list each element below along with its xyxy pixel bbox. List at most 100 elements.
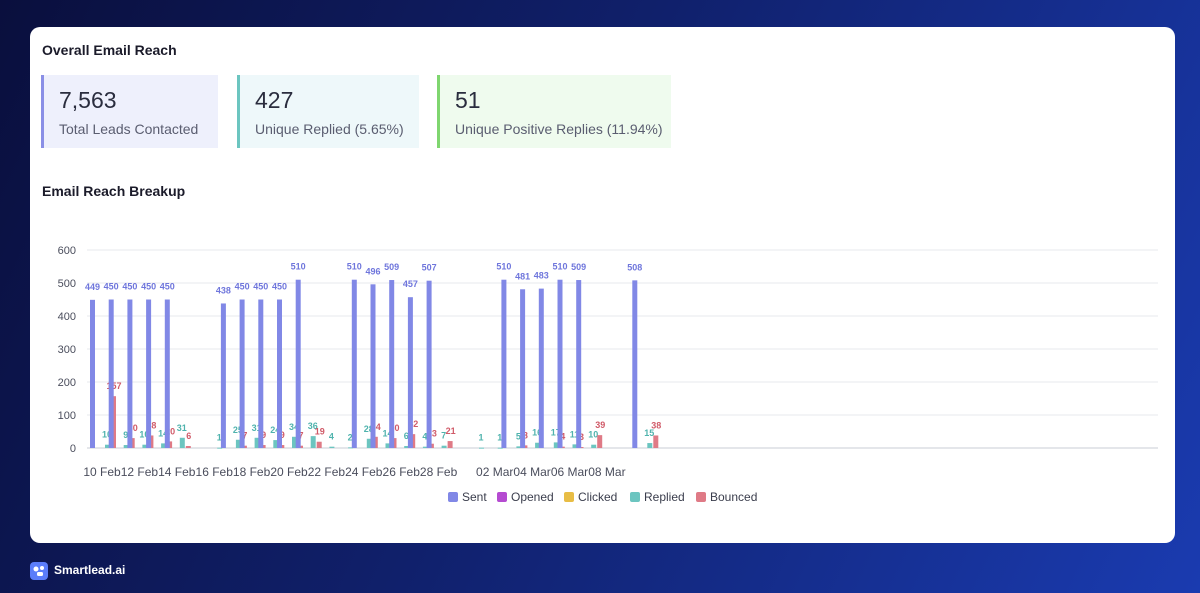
bar-sent <box>426 280 432 448</box>
bar-sent <box>557 279 563 448</box>
stat-value: 427 <box>255 87 294 113</box>
data-label-sent: 510 <box>291 262 306 272</box>
email-reach-card: Overall Email Reach 7,563 Total Leads Co… <box>30 27 1175 543</box>
data-label-replied: 36 <box>308 421 318 431</box>
data-label-bounced: 34 <box>371 422 381 432</box>
data-label-sent: 496 <box>365 266 380 276</box>
bar-replied <box>254 437 260 448</box>
bar-replied <box>479 447 484 449</box>
y-tick-label: 200 <box>58 377 76 389</box>
bar-replied <box>179 437 185 448</box>
data-label-replied: 31 <box>177 423 187 433</box>
bar-replied <box>292 436 297 448</box>
data-label-replied: 6 <box>404 431 409 441</box>
data-label-bounced: 42 <box>408 419 418 429</box>
smartlead-logo-icon <box>30 562 48 580</box>
data-label-sent: 450 <box>272 282 287 292</box>
data-label-replied: 14 <box>158 428 168 438</box>
data-label-bounced: 6 <box>186 431 191 441</box>
data-label-bounced: 19 <box>315 427 325 437</box>
bar-sent <box>164 299 170 448</box>
bar-sent <box>576 280 582 448</box>
x-tick-label: 26 Feb <box>383 465 421 479</box>
x-tick-label: 14 Feb <box>158 465 196 479</box>
bar-replied <box>161 443 167 448</box>
x-tick-label: 18 Feb <box>233 465 271 479</box>
data-label-sent: 510 <box>552 262 567 272</box>
bar-replied <box>366 438 372 448</box>
legend-swatch-opened <box>497 492 507 502</box>
x-tick-label: 04 Mar <box>513 465 550 479</box>
data-label-bounced: 157 <box>106 381 121 391</box>
bar-replied <box>310 436 316 448</box>
email-reach-breakup-chart: 0 100 200 300 400 500 600 10 Feb 12 Feb 14 Feb 16 … <box>58 245 1158 504</box>
bar-replied <box>235 439 241 448</box>
y-tick-label: 300 <box>58 344 76 356</box>
data-label-bounced: 39 <box>595 420 605 430</box>
y-tick-label: 400 <box>58 311 76 323</box>
bar-sent <box>277 299 282 448</box>
legend-label-opened: Opened <box>511 490 554 504</box>
data-label-replied: 24 <box>270 425 280 435</box>
data-label-replied: 2 <box>348 432 353 442</box>
data-label-replied: 4 <box>329 432 334 442</box>
stat-unique-positive-replies: 51 Unique Positive Replies (11.94%) <box>437 75 671 148</box>
stat-value: 7,563 <box>59 87 117 113</box>
data-label-bounced: 13 <box>427 429 437 439</box>
data-label-replied: 9 <box>123 430 128 440</box>
data-label-replied: 25 <box>233 425 243 435</box>
bar-replied <box>591 444 597 448</box>
data-label-replied: 1 <box>217 433 222 443</box>
data-label-sent: 509 <box>571 262 586 272</box>
data-label-bounced: 30 <box>128 423 138 433</box>
bar-sent <box>389 280 395 448</box>
legend-swatch-clicked <box>564 492 574 502</box>
data-label-sent: 450 <box>141 282 156 292</box>
x-tick-label: 06 Mar <box>551 465 588 479</box>
data-label-replied: 14 <box>382 428 392 438</box>
legend-swatch-sent <box>448 492 458 502</box>
data-label-sent: 507 <box>422 263 437 273</box>
bar-sent <box>220 303 226 448</box>
data-label-sent: 483 <box>534 271 549 281</box>
data-label-sent: 509 <box>384 262 399 272</box>
data-label-bounced: 20 <box>165 426 175 436</box>
data-label-replied: 11 <box>570 429 580 439</box>
bar-bounced <box>597 435 603 448</box>
data-label-sent: 450 <box>235 282 250 292</box>
bar-sent <box>258 299 264 448</box>
x-tick-label: 24 Feb <box>345 465 383 479</box>
bar-sent <box>407 297 413 448</box>
y-tick-label: 500 <box>58 278 76 290</box>
bar-sent <box>108 299 114 448</box>
legend-label-clicked: Clicked <box>578 490 617 504</box>
bar-replied <box>329 446 335 448</box>
x-tick-label: 12 Feb <box>121 465 159 479</box>
data-label-sent: 450 <box>253 282 268 292</box>
data-label-bounced: 21 <box>446 426 456 436</box>
data-label-bounced: 30 <box>389 423 399 433</box>
bar-replied <box>404 446 410 448</box>
data-label-bounced: 38 <box>651 420 661 430</box>
bar-replied <box>553 442 559 448</box>
stat-label: Total Leads Contacted <box>59 121 199 137</box>
data-label-replied: 5 <box>516 431 521 441</box>
data-label-sent: 510 <box>496 262 511 272</box>
data-label-sent: 438 <box>216 285 231 295</box>
data-label-bounced: 9 <box>280 430 285 440</box>
bar-replied <box>647 443 653 448</box>
x-tick-label: 10 Feb <box>83 465 121 479</box>
legend-label-bounced: Bounced <box>710 490 757 504</box>
data-label-bounced: 8 <box>523 430 528 440</box>
y-tick-label: 600 <box>58 245 76 257</box>
bar-replied <box>441 445 447 448</box>
bar-bounced <box>316 441 322 448</box>
stat-value: 51 <box>455 87 481 113</box>
bar-replied <box>105 444 110 448</box>
overall-email-reach-title: Overall Email Reach <box>42 42 177 58</box>
bar-bounced <box>185 446 191 448</box>
data-label-bounced: 7 <box>298 431 303 441</box>
data-label-replied: 10 <box>102 430 112 440</box>
x-tick-label: 20 Feb <box>270 465 308 479</box>
x-tick-label: 22 Feb <box>308 465 346 479</box>
